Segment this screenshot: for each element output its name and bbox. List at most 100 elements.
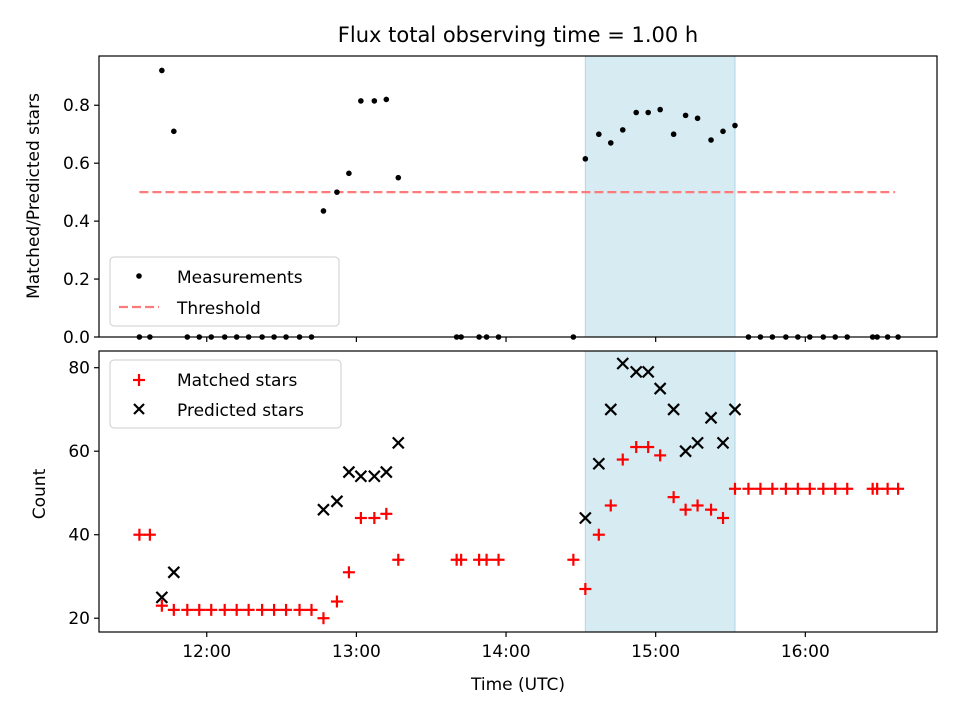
measurement-point — [582, 156, 589, 162]
matched-star-point — [567, 553, 580, 566]
matched-star-point — [841, 482, 854, 495]
predicted-star-point — [679, 444, 692, 458]
matched-star-point — [642, 441, 655, 454]
bottom-y-tick-label: 20 — [68, 609, 90, 629]
bottom-x-tick-label: 16:00 — [781, 642, 830, 662]
bottom-x-tick-label: 15:00 — [631, 642, 680, 662]
measurement-point — [694, 115, 701, 122]
top-chart-title: Flux total observing time = 1.00 h — [338, 23, 698, 47]
matched-star-point — [380, 507, 393, 520]
matched-star-point — [242, 603, 255, 616]
matched-star-point — [155, 599, 168, 612]
predicted-star-point — [167, 566, 181, 579]
legend-threshold-label: Threshold — [176, 299, 261, 319]
predicted-star-point — [716, 436, 730, 450]
bottom-x-axis-label: Time (UTC) — [470, 675, 565, 695]
matched-star-point — [230, 603, 243, 616]
predicted-star-point — [629, 365, 643, 379]
matched-star-point — [667, 491, 680, 504]
measurement-point — [358, 98, 364, 104]
matched-star-point — [317, 612, 330, 625]
top-y-tick-label: 0.2 — [63, 270, 90, 290]
matched-star-point — [766, 482, 779, 495]
predicted-star-point — [342, 465, 356, 479]
matched-star-point — [305, 603, 318, 616]
matched-star-point — [691, 499, 704, 512]
matched-star-point — [354, 512, 367, 525]
measurement-point — [346, 170, 352, 177]
top-legend: Measurements Threshold — [109, 256, 340, 327]
matched-star-point — [871, 482, 884, 495]
matched-star-point — [630, 441, 643, 454]
top-y-axis: 0.0 0.2 0.4 0.6 0.8 — [63, 96, 99, 348]
predicted-star-point — [155, 591, 169, 604]
predicted-star-point — [604, 403, 618, 416]
predicted-star-point — [641, 365, 655, 379]
measurement-point — [720, 128, 726, 135]
matched-star-point — [480, 553, 493, 566]
matched-star-point — [368, 512, 381, 525]
measurement-point — [708, 137, 714, 143]
predicted-star-point — [616, 357, 630, 370]
matched-star-point — [256, 603, 269, 616]
predicted-star-point — [691, 436, 704, 450]
matched-star-point — [293, 603, 306, 616]
matched-star-point — [592, 528, 605, 541]
matched-star-point — [280, 603, 293, 616]
predicted-star-point — [653, 382, 667, 395]
matched-star-point — [167, 603, 180, 616]
top-y-tick-label: 0.8 — [63, 96, 90, 116]
predicted-star-point — [330, 495, 344, 508]
measurement-point — [633, 109, 640, 116]
measurement-point — [732, 122, 738, 129]
matched-star-point — [579, 582, 592, 595]
matched-star-point — [181, 603, 194, 616]
matched-star-point — [803, 482, 816, 495]
matched-star-point — [455, 553, 468, 566]
measurement-point — [171, 128, 177, 135]
matched-star-point — [817, 482, 830, 495]
matched-star-point — [330, 595, 343, 608]
top-panel: Flux total observing time = 1.00 h 0.0 0.… — [24, 23, 938, 348]
matched-star-point — [268, 603, 281, 616]
predicted-star-point — [368, 469, 381, 483]
matched-star-point — [392, 553, 405, 566]
legend-predicted-label: Predicted stars — [177, 401, 304, 421]
bottom-y-tick-label: 60 — [68, 442, 90, 462]
measurement-point — [645, 109, 651, 116]
legend-measurements-label: Measurements — [177, 268, 303, 288]
matched-star-point — [881, 482, 894, 495]
measurement-point — [682, 112, 689, 119]
measurement-point — [657, 106, 663, 113]
measurement-point — [383, 96, 390, 103]
top-y-tick-label: 0.0 — [63, 328, 90, 348]
top-y-tick-label: 0.6 — [63, 154, 90, 174]
measurement-point — [334, 189, 340, 195]
predicted-star-point — [392, 436, 405, 450]
predicted-star-point — [579, 511, 592, 525]
matched-star-point — [791, 482, 804, 495]
predicted-star-point — [728, 403, 742, 416]
bottom-panel: 20 40 60 80 12:00 13:00 14:00 15:00 16:00 Count… — [30, 350, 938, 695]
top-x-axis — [206, 337, 806, 342]
top-axes-frame — [98, 55, 938, 338]
measurement-point — [619, 127, 626, 133]
predicted-star-point — [592, 457, 606, 471]
bottom-y-tick-label: 80 — [68, 359, 90, 379]
bottom-x-tick-label: 14:00 — [482, 642, 531, 662]
matched-star-point — [205, 603, 218, 616]
measurement-point — [670, 131, 677, 138]
bottom-legend: Matched stars Predicted stars — [109, 359, 342, 429]
predicted-star-point — [704, 411, 718, 425]
legend-measurement-marker — [136, 273, 142, 279]
predicted-star-point — [317, 503, 330, 516]
matched-star-point — [133, 528, 146, 541]
top-y-axis-label: Matched/Predicted stars — [24, 93, 44, 299]
count-points — [133, 357, 905, 625]
matched-star-point — [654, 449, 667, 462]
matched-star-point — [829, 482, 842, 495]
matched-star-point — [754, 482, 767, 495]
matched-star-point — [779, 482, 792, 495]
matched-star-point — [193, 603, 206, 616]
